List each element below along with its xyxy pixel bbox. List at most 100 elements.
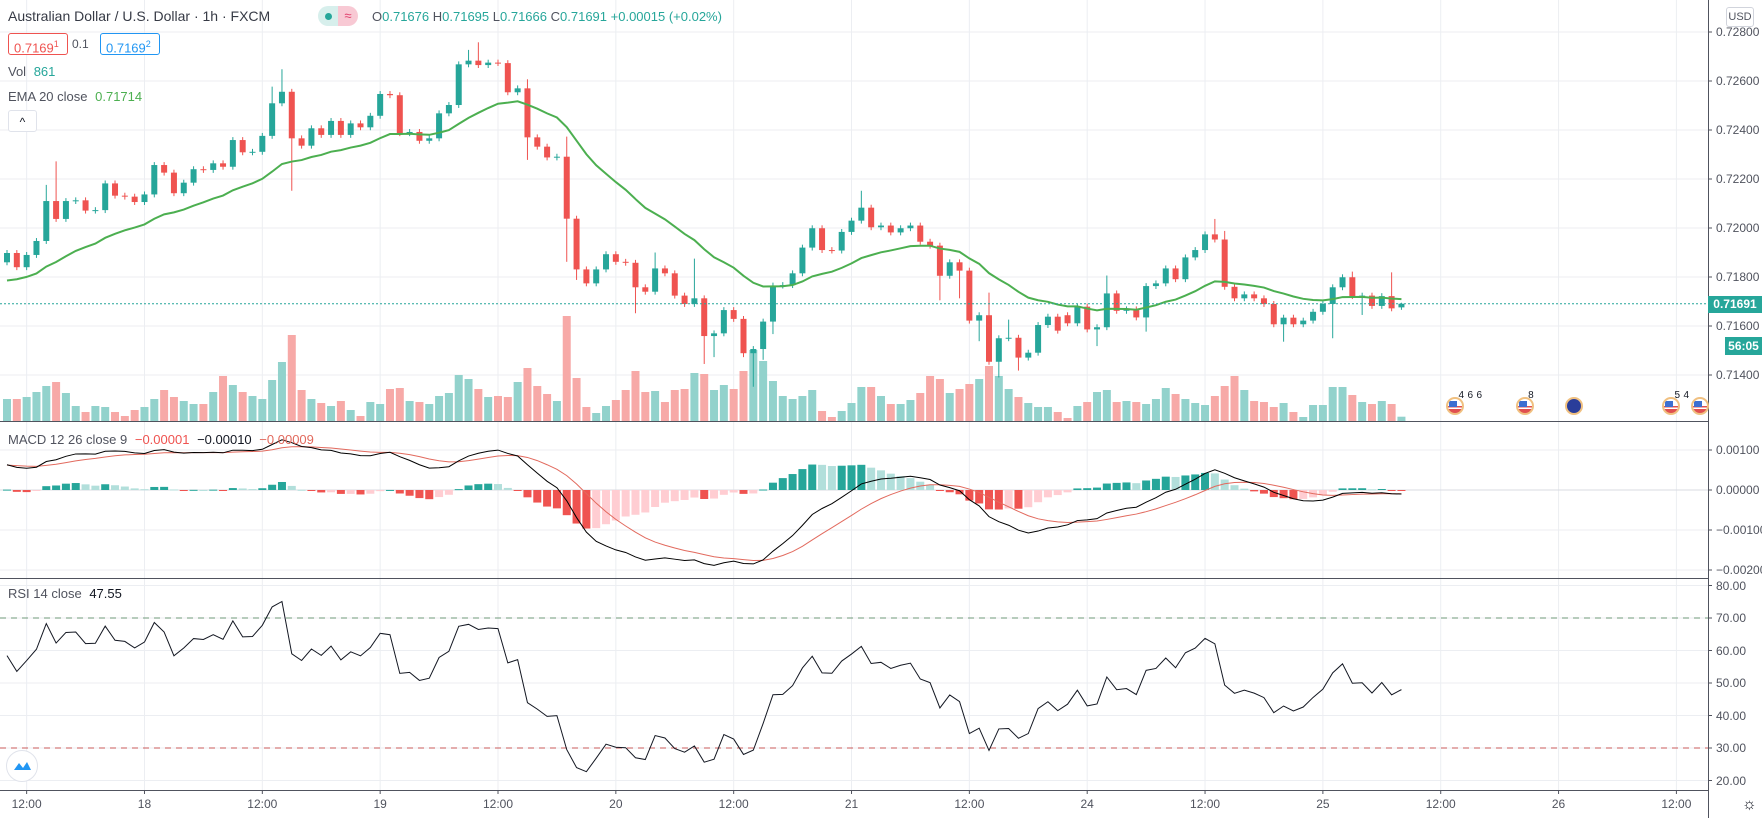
macd-histogram-bar [778, 478, 787, 490]
macd-histogram-bar [523, 490, 532, 498]
volume-bar [169, 397, 178, 421]
candle-body [573, 218, 580, 270]
candle-up [1192, 247, 1199, 261]
candle-down [544, 143, 551, 161]
time-axis-label: 21 [844, 797, 859, 811]
tradingview-logo[interactable] [6, 750, 38, 782]
candle-body [907, 225, 914, 229]
us-flag-event-icon[interactable] [1662, 397, 1681, 415]
macd-histogram-bar [435, 490, 444, 498]
symbol-title[interactable]: Australian Dollar / U.S. Dollar · 1h · F… [8, 8, 271, 24]
candle-down [298, 135, 305, 149]
candle-down [161, 162, 168, 176]
volume-bar [778, 396, 787, 421]
candle-down [1211, 218, 1218, 243]
candle-up [1280, 314, 1287, 342]
candle-down [475, 42, 482, 69]
candle-body [1044, 316, 1051, 326]
sell-button[interactable]: 0.71691 [8, 33, 68, 55]
macd-histogram-bar [611, 490, 620, 521]
macd-histogram-bar [1034, 490, 1043, 503]
settings-gear-icon[interactable]: ☼ [1742, 796, 1757, 813]
candle-up [455, 61, 462, 108]
buy-button[interactable]: 0.71692 [100, 33, 160, 55]
macd-axis-label: −0.00200 [1716, 563, 1762, 577]
time-axis-label: 12:00 [1425, 797, 1456, 811]
au-flag-event-icon[interactable] [1565, 397, 1584, 415]
rsi-axis-label: 80.00 [1716, 578, 1747, 593]
macd-histogram-bar [582, 490, 591, 529]
volume-bar [1112, 402, 1121, 421]
time-axis-label: 12:00 [1661, 797, 1692, 811]
macd-legend[interactable]: MACD 12 26 close 9 −0.00001 −0.00010 −0.… [8, 432, 314, 448]
macd-signal-value: −0.00009 [259, 432, 314, 447]
candle-down [622, 258, 629, 266]
candle-up [553, 153, 560, 161]
currency-button[interactable]: USD [1726, 7, 1754, 27]
macd-histogram-bar [1328, 490, 1337, 492]
us-flag-event-icon[interactable] [1516, 397, 1535, 415]
ohlc-readout: O0.71676 H0.71695 L0.71666 C0.71691 +0.0… [372, 9, 722, 25]
candle-down [1290, 314, 1297, 328]
macd-histogram-bar [356, 490, 365, 495]
candle-body [475, 60, 482, 66]
candle-body [1388, 296, 1395, 309]
candle-body [828, 250, 835, 252]
macd-histogram-bar [1397, 490, 1406, 491]
candle-up [465, 49, 472, 68]
macd-histogram-bar [1171, 476, 1180, 490]
candle-body [151, 165, 158, 195]
volume-bar [985, 366, 993, 421]
macd-histogram-bar [297, 489, 306, 491]
candle-up [151, 162, 158, 198]
collapse-legend-button[interactable]: ^ [8, 110, 37, 132]
volume-bar [572, 378, 581, 421]
candle-up [593, 266, 600, 287]
volume-bar [1093, 392, 1102, 421]
macd-histogram-bar [150, 486, 159, 490]
candle-body [220, 163, 227, 167]
ema-legend[interactable]: EMA 20 close 0.71714 [8, 89, 142, 105]
candle-down [131, 193, 138, 205]
candle-down [1368, 292, 1375, 309]
buy-price: 0.7169 [106, 40, 146, 56]
candle-down [1172, 265, 1179, 283]
candle-body [1123, 309, 1130, 311]
macd-histogram-bar [376, 490, 385, 492]
macd-histogram-bar [1112, 482, 1121, 490]
macd-histogram-bar [1250, 490, 1259, 492]
candle-body [819, 228, 826, 251]
tradingview-logo-icon [14, 762, 31, 770]
market-open-dot-icon [318, 6, 338, 26]
volume-legend[interactable]: Vol 861 [8, 64, 55, 80]
macd-histogram-bar [847, 465, 856, 490]
market-status-badge[interactable]: ≈ [318, 6, 358, 26]
macd-histogram-bar [1132, 483, 1141, 490]
macd-histogram-bar [926, 484, 935, 490]
us-flag-event-icon[interactable] [1446, 397, 1465, 415]
candle-body [622, 261, 629, 263]
close-label: C [550, 9, 561, 24]
time-axis-label: 24 [1080, 797, 1094, 811]
time-axis-label: 25 [1316, 797, 1330, 811]
macd-histogram-bar [1259, 490, 1268, 494]
volume-bar [1387, 404, 1396, 421]
macd-histogram-bar [42, 486, 51, 490]
candle-body [1143, 286, 1150, 318]
macd-histogram-bar [670, 490, 679, 502]
event-count: 8 [1528, 390, 1534, 401]
candle-up [259, 132, 266, 155]
macd-histogram-bar [454, 489, 463, 491]
us-flag-event-icon[interactable] [1690, 397, 1709, 415]
candle-body [1113, 293, 1120, 311]
candle-body [1202, 234, 1209, 251]
volume-bar [788, 399, 797, 421]
rsi-legend[interactable]: RSI 14 close 47.55 [8, 586, 122, 602]
macd-histogram-bar [160, 486, 169, 490]
time-axis-label: 12:00 [718, 797, 749, 811]
volume-bar [111, 412, 120, 421]
volume-bar [994, 376, 1003, 421]
candle-up [838, 228, 845, 254]
volume-bar [3, 399, 11, 421]
